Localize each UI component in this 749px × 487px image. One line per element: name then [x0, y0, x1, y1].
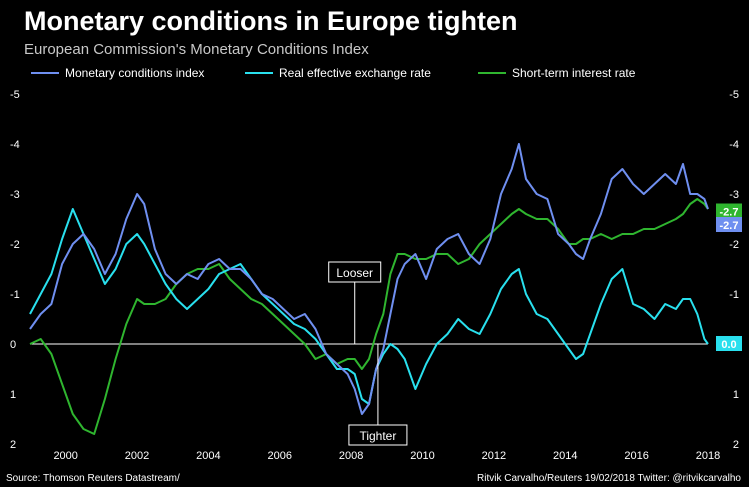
chart-legend: Monetary conditions index Real effective… — [0, 66, 749, 84]
y-tick-left-0: -5 — [10, 89, 20, 101]
end-label-1: -2.7 — [720, 220, 739, 232]
series-line-reer — [29, 208, 709, 405]
legend-swatch-reer — [245, 72, 273, 74]
y-tick-right-6: 1 — [733, 389, 739, 401]
x-tick-2004: 2004 — [196, 450, 220, 462]
x-tick-2002: 2002 — [125, 450, 149, 462]
y-tick-left-3: -2 — [10, 239, 20, 251]
x-tick-2012: 2012 — [482, 450, 506, 462]
y-tick-right-3: -2 — [729, 239, 739, 251]
legend-label-mci: Monetary conditions index — [65, 66, 205, 80]
x-tick-2006: 2006 — [268, 450, 292, 462]
y-tick-left-7: 2 — [10, 439, 16, 451]
chart-subtitle: European Commission's Monetary Condition… — [24, 41, 369, 58]
legend-label-rate: Short-term interest rate — [512, 66, 636, 80]
y-tick-left-1: -4 — [10, 139, 20, 151]
series-line-rate — [29, 198, 709, 435]
series-line-mci — [29, 143, 709, 415]
end-label-2: 0.0 — [721, 339, 736, 351]
chart-title: Monetary conditions in Europe tighten — [24, 6, 518, 36]
y-tick-right-1: -4 — [729, 139, 739, 151]
annotation-looser: Looser — [336, 266, 373, 280]
annotation-tighter: Tighter — [359, 429, 396, 443]
y-tick-left-2: -3 — [10, 189, 20, 201]
x-tick-2010: 2010 — [410, 450, 434, 462]
y-tick-right-7: 2 — [733, 439, 739, 451]
y-tick-left-6: 1 — [10, 389, 16, 401]
y-tick-right-0: -5 — [729, 89, 739, 101]
legend-item-reer: Real effective exchange rate — [245, 66, 431, 80]
legend-swatch-rate — [478, 72, 506, 74]
source-note: Source: Thomson Reuters Datastream/ — [6, 473, 180, 484]
credit-note: Ritvik Carvalho/Reuters 19/02/2018 Twitt… — [477, 473, 741, 484]
y-tick-left-5: 0 — [10, 339, 16, 351]
legend-label-reer: Real effective exchange rate — [279, 66, 431, 80]
end-label-0: -2.7 — [720, 207, 739, 219]
end-label-box-0 — [716, 203, 742, 219]
end-label-box-2 — [716, 336, 742, 351]
x-tick-2014: 2014 — [553, 450, 577, 462]
x-tick-2008: 2008 — [339, 450, 363, 462]
x-tick-2016: 2016 — [624, 450, 648, 462]
annotation-box-looser — [328, 261, 382, 283]
legend-swatch-mci — [31, 72, 59, 74]
y-tick-right-2: -3 — [729, 189, 739, 201]
y-tick-right-4: -1 — [729, 289, 739, 301]
x-tick-2000: 2000 — [53, 450, 77, 462]
end-label-box-1 — [716, 217, 742, 232]
y-tick-left-4: -1 — [10, 289, 20, 301]
annotation-box-tighter — [348, 424, 408, 446]
legend-item-rate: Short-term interest rate — [478, 66, 635, 80]
x-tick-2018: 2018 — [696, 450, 720, 462]
legend-item-mci: Monetary conditions index — [31, 66, 204, 80]
